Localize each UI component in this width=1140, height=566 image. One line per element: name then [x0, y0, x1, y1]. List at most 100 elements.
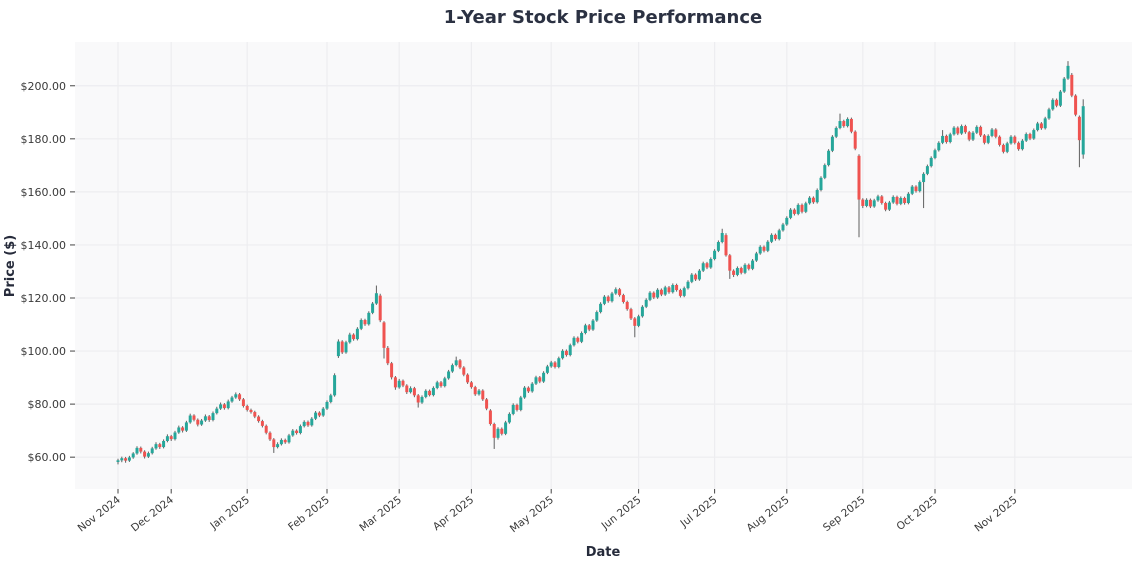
candle [941, 135, 945, 143]
candle [196, 419, 200, 425]
candle [447, 371, 451, 379]
candle [428, 390, 432, 396]
candle [678, 290, 682, 296]
candle [948, 134, 952, 143]
candle [435, 382, 439, 388]
candle [701, 263, 705, 271]
candle [431, 387, 435, 396]
x-tick-label: Oct 2025 [894, 494, 939, 533]
candle [808, 197, 812, 204]
candles-series [116, 61, 1085, 465]
candle [659, 289, 663, 295]
candle [861, 199, 865, 206]
candle [367, 312, 371, 325]
candle [420, 396, 424, 403]
candle [264, 425, 268, 433]
candle [644, 299, 648, 307]
candle [496, 428, 500, 438]
candle [439, 382, 443, 387]
candle [454, 360, 458, 366]
candle [990, 129, 994, 136]
candle [792, 209, 796, 214]
candle [542, 372, 546, 382]
candle [382, 322, 386, 348]
candle [1009, 136, 1013, 144]
candle [192, 415, 196, 420]
candle [222, 404, 226, 409]
candle [599, 303, 603, 313]
candle [865, 199, 869, 206]
candle [963, 126, 967, 133]
candle [979, 126, 983, 136]
candle [944, 135, 948, 143]
candle [1077, 116, 1081, 141]
candle [158, 444, 162, 448]
candle [245, 405, 249, 410]
chart-title: 1-Year Stock Price Performance [444, 7, 762, 28]
candle [1066, 65, 1070, 79]
y-tick-label: $180.00 [21, 133, 67, 146]
candle [1070, 74, 1074, 96]
candle [329, 395, 333, 402]
candle [777, 230, 781, 240]
candle [416, 395, 420, 403]
candle [887, 202, 891, 210]
candle [355, 328, 359, 340]
candle [770, 234, 774, 242]
candle [602, 296, 606, 304]
candle [846, 118, 850, 127]
candle [226, 401, 230, 409]
candle [469, 382, 473, 388]
candle [580, 333, 584, 342]
candle [971, 132, 975, 140]
candle [131, 453, 135, 458]
candle [876, 196, 880, 201]
y-axis-ticks: $60.00 $80.00 $100.00 $120.00 $140.00 $160.00… [21, 80, 75, 464]
candle [952, 127, 956, 135]
candle [922, 173, 926, 183]
candle [336, 341, 340, 357]
x-tick-label: Apr 2025 [431, 494, 476, 533]
x-tick-label: Jun 2025 [599, 494, 644, 533]
candle [697, 270, 701, 280]
candle [424, 390, 428, 397]
candle [618, 289, 622, 296]
candle [690, 274, 694, 282]
candle [735, 268, 739, 275]
candle [466, 374, 470, 383]
candle [914, 186, 918, 192]
candle [800, 204, 804, 212]
candle [967, 132, 971, 140]
candle [732, 270, 736, 275]
candle [568, 345, 572, 356]
candle [139, 447, 143, 452]
candle [481, 390, 485, 400]
candle [982, 135, 986, 143]
candle [933, 150, 937, 158]
candle [804, 203, 808, 212]
candle [899, 197, 903, 204]
candle [663, 287, 667, 295]
candle [640, 306, 644, 317]
candle [154, 444, 158, 449]
candle [207, 416, 211, 421]
candle [169, 436, 173, 440]
candle [819, 177, 823, 191]
candle [1062, 78, 1066, 92]
candle [492, 424, 496, 438]
y-tick-label: $120.00 [21, 292, 67, 305]
x-tick-label: Jul 2025 [678, 494, 720, 530]
candle [880, 196, 884, 204]
candle [724, 235, 728, 256]
candle [758, 246, 762, 254]
candle [785, 217, 789, 225]
candle [500, 428, 504, 434]
candle [485, 399, 489, 409]
candle [283, 439, 287, 443]
candle [823, 165, 827, 178]
candle [504, 422, 508, 434]
candle [409, 388, 413, 393]
candle [1017, 142, 1021, 150]
candle [450, 365, 454, 372]
candle [386, 347, 390, 364]
